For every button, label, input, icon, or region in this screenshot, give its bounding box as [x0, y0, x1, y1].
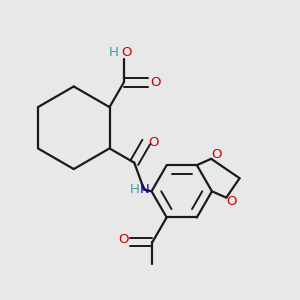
- Text: O: O: [226, 195, 237, 208]
- Text: N: N: [140, 183, 150, 196]
- Text: O: O: [150, 76, 160, 89]
- Text: O: O: [211, 148, 221, 161]
- Text: O: O: [118, 232, 128, 245]
- Text: O: O: [121, 46, 132, 59]
- Text: H: H: [130, 183, 140, 196]
- Text: H: H: [109, 46, 118, 59]
- Text: O: O: [148, 136, 158, 148]
